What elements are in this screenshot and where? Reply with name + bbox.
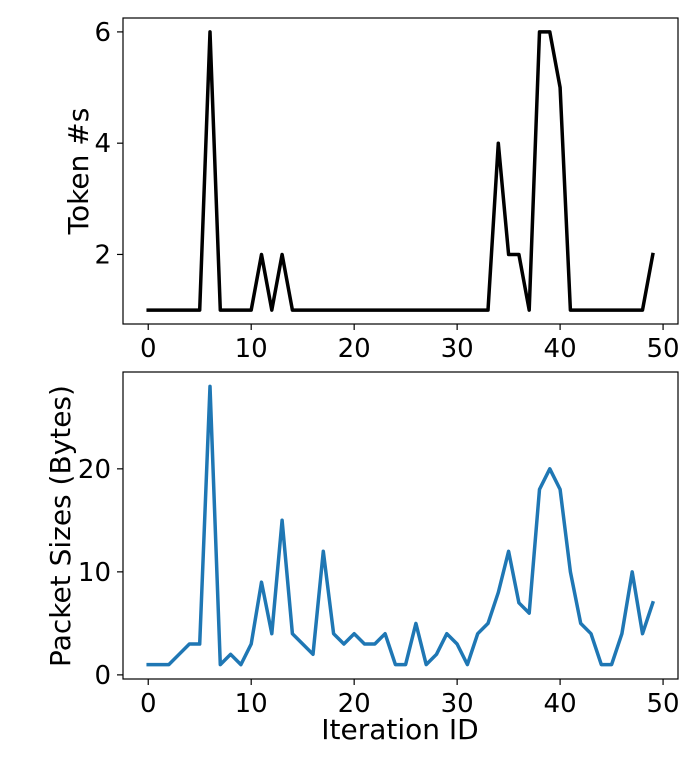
plot-area-frame [122,371,679,680]
y-axis: 2 4 6 [94,18,123,270]
y-axis-title: Token #s [62,108,95,236]
x-tick-label: 20 [338,334,371,364]
x-tick-label: 0 [140,689,157,719]
y-axis: 0 10 20 [78,455,123,691]
y-tick-label: 2 [94,240,111,270]
plot-area-frame [122,17,679,325]
packet-size-line [146,384,656,667]
x-tick-label: 50 [647,689,680,719]
token-count-line [146,30,655,312]
x-tick-label: 50 [647,334,680,364]
x-tick-label: 20 [338,689,371,719]
y-tick-label: 0 [94,661,111,691]
x-axis-title: Iteration ID [321,713,479,746]
y-tick-label: 10 [78,558,111,588]
packet-size-chart: 0 10 20 30 40 50 0 10 20 Packet Sizes (Bytes) I… [44,371,680,746]
x-tick-label: 40 [544,334,577,364]
x-tick-label: 30 [441,689,474,719]
x-axis: 0 10 20 30 40 50 [140,324,680,364]
x-tick-label: 40 [544,689,577,719]
y-axis-title: Packet Sizes (Bytes) [44,385,77,667]
x-tick-label: 10 [235,689,268,719]
x-tick-label: 0 [140,334,157,364]
y-tick-label: 6 [94,18,111,48]
token-count-chart: 0 10 20 30 40 50 2 4 6 Token #s [62,17,680,364]
y-tick-label: 4 [94,129,111,159]
x-tick-label: 30 [441,334,474,364]
y-tick-label: 20 [78,455,111,485]
x-tick-label: 10 [235,334,268,364]
x-axis: 0 10 20 30 40 50 [140,679,680,719]
